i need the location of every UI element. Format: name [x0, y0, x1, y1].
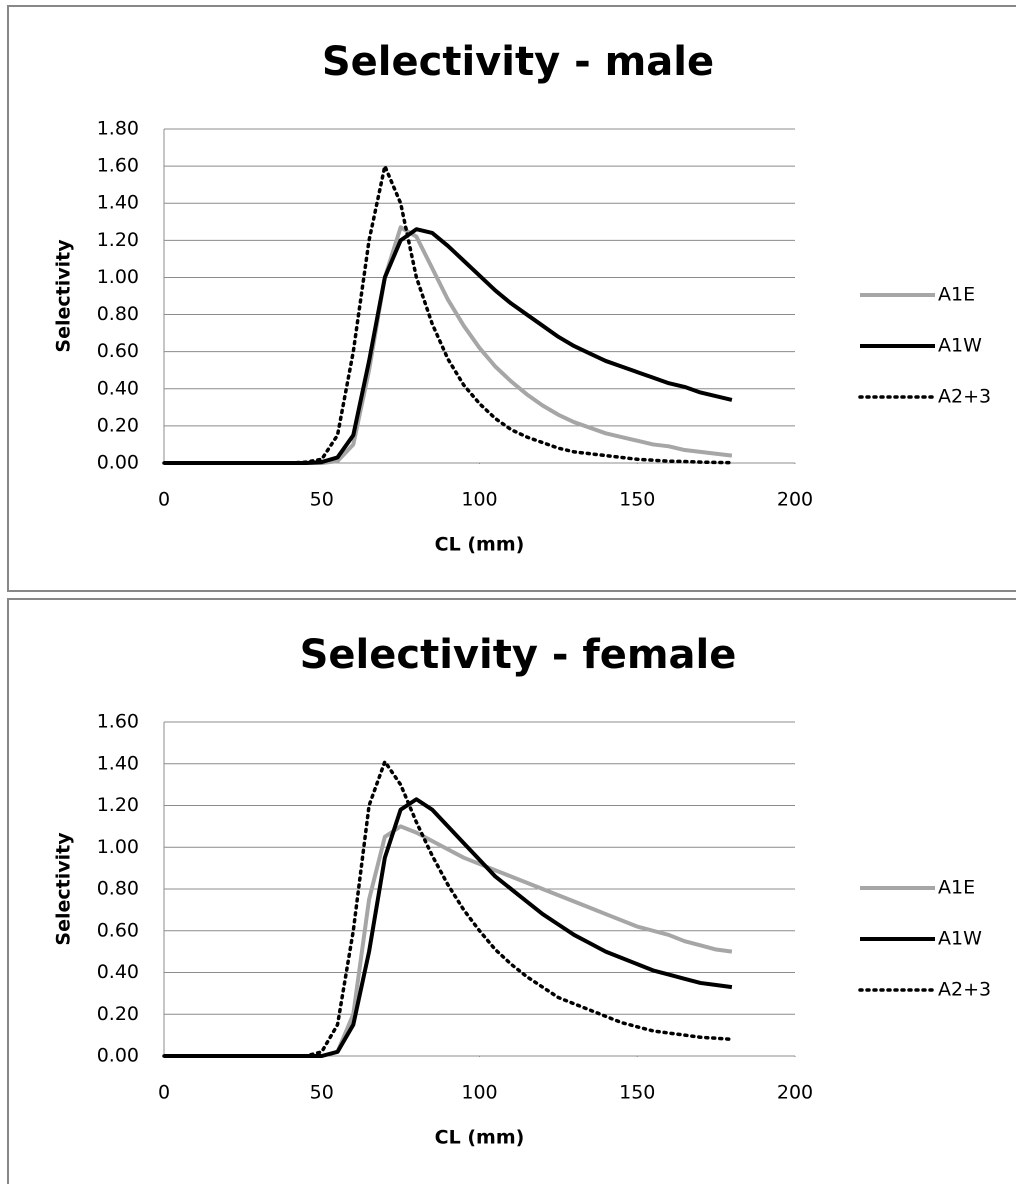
y-axis-title: Selectivity: [53, 832, 75, 946]
y-tick-label: 0.20: [97, 414, 139, 436]
data-line: [164, 225, 733, 465]
x-tick-label: 0: [158, 489, 170, 511]
data-line: [162, 164, 734, 465]
legend-label: A1E: [938, 877, 975, 899]
y-tick-label: 0.00: [97, 1045, 139, 1067]
y-tick-label: 1.80: [97, 118, 139, 140]
chart: Selectivity - female 0.00 0.20 0.40 0.60 0.80…: [53, 632, 992, 1149]
x-tick-label: 200: [777, 489, 813, 511]
y-tick-label: 0.60: [97, 919, 139, 941]
chart-title: Selectivity - female: [300, 632, 737, 678]
y-tick-label: 1.40: [97, 752, 139, 774]
chart: Selectivity - male 0.00 0.20 0.40 0.60 0.80 1.…: [53, 39, 992, 556]
x-tick-label: 150: [619, 489, 655, 511]
legend-label: A1W: [938, 335, 982, 357]
y-tick-label: 1.60: [97, 711, 139, 733]
chart-title: Selectivity - male: [322, 39, 714, 85]
legend-label: A1E: [938, 284, 975, 306]
y-tick-label: 1.20: [97, 229, 139, 251]
y-tick-label: 1.00: [97, 266, 139, 288]
y-tick-label: 1.20: [97, 794, 139, 816]
x-axis-title: CL (mm): [435, 534, 525, 556]
data-line: [162, 759, 734, 1058]
legend-label: A2+3: [938, 979, 991, 1001]
x-tick-label: 200: [777, 1082, 813, 1104]
y-tick-label: 0.60: [97, 340, 139, 362]
data-line: [164, 824, 733, 1058]
chart-panel: Selectivity - male 0.00 0.20 0.40 0.60 0.80 1.…: [7, 5, 1016, 592]
y-axis-title: Selectivity: [53, 239, 75, 353]
x-axis-title: CL (mm): [435, 1127, 525, 1149]
y-tick-label: 0.80: [97, 303, 139, 325]
y-tick-label: 1.00: [97, 836, 139, 858]
x-tick-label: 0: [158, 1082, 170, 1104]
y-tick-label: 0.40: [97, 377, 139, 399]
x-tick-label: 50: [310, 1082, 334, 1104]
data-line: [164, 227, 733, 465]
chart-panel: Selectivity - female 0.00 0.20 0.40 0.60 0.80…: [7, 598, 1016, 1184]
y-tick-label: 0.20: [97, 1003, 139, 1025]
x-tick-label: 100: [461, 1082, 497, 1104]
legend-label: A2+3: [938, 386, 991, 408]
legend-label: A1W: [938, 928, 982, 950]
x-tick-label: 150: [619, 1082, 655, 1104]
y-tick-label: 1.40: [97, 192, 139, 214]
x-tick-label: 50: [310, 489, 334, 511]
y-tick-label: 0.40: [97, 961, 139, 983]
y-tick-label: 0.80: [97, 878, 139, 900]
y-tick-label: 1.60: [97, 155, 139, 177]
x-tick-label: 100: [461, 489, 497, 511]
y-tick-label: 0.00: [97, 452, 139, 474]
